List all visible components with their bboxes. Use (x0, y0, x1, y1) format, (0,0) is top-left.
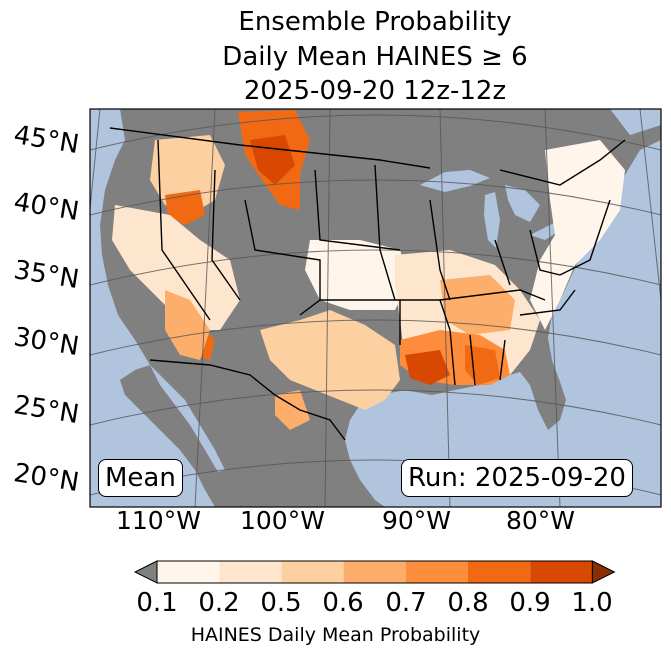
lon-line-80 (544, 109, 561, 507)
colorbar-segment-0 (157, 561, 220, 583)
colorbar-tick-4: 0.7 (385, 588, 427, 618)
border-plains-2 (374, 164, 396, 301)
hudson-bay-inlet (610, 109, 661, 135)
lon-label-100: 100°W (240, 506, 325, 535)
border-west-1 (157, 139, 211, 321)
colorbar-under-arrow (133, 560, 158, 584)
map-frame (89, 108, 662, 508)
title-line-1: Ensemble Probability (238, 7, 512, 37)
colorbar-tick-1: 0.2 (198, 588, 240, 618)
gulf-of-california (150, 365, 225, 472)
colorbar-tick-7: 1.0 (571, 588, 613, 618)
lake-huron (505, 185, 540, 222)
colorbar-segment-1 (219, 561, 282, 583)
title-line-3: 2025-09-20 12z-12z (243, 76, 507, 106)
colorbar (133, 560, 616, 584)
border-mexico (149, 359, 346, 441)
run-label-box: Run: 2025-09-20 (401, 459, 633, 497)
title-line-2: Daily Mean HAINES ≥ 6 (222, 42, 528, 72)
lat-line-35 (90, 249, 661, 286)
border-south-1 (400, 299, 456, 386)
colorbar-tick-3: 0.6 (322, 588, 364, 618)
colorbar-segment-6 (530, 561, 593, 583)
border-west-2 (211, 169, 241, 301)
colorbar-segment-5 (468, 561, 531, 583)
border-east-2 (494, 229, 561, 286)
lat-line-25 (90, 389, 661, 426)
lon-line-90 (439, 109, 451, 507)
state-borders (109, 127, 626, 441)
border-east-3 (559, 199, 611, 276)
lon-label-110: 110°W (116, 506, 201, 535)
prob-region-idaho (165, 190, 205, 225)
lon-label-80: 80°W (506, 506, 576, 535)
colorbar-tick-6: 0.9 (509, 588, 551, 618)
lake-superior (420, 170, 490, 192)
colorbar-tick-2: 0.5 (260, 588, 302, 618)
colorbar-label: HAINES Daily Mean Probability (190, 624, 481, 646)
stat-label-box: Mean (98, 459, 183, 497)
lat-line-30 (90, 319, 661, 356)
lon-line-120 (90, 109, 101, 214)
colorbar-segment-4 (405, 561, 468, 583)
colorbar-frame (156, 560, 593, 584)
colorbar-over-arrow (591, 560, 616, 584)
lon-line-70 (639, 109, 661, 301)
lake-michigan (484, 192, 500, 248)
lat-line-45 (90, 114, 661, 151)
lon-label-90: 90°W (382, 506, 452, 535)
border-east-1 (429, 199, 451, 301)
prob-region-southwest (165, 290, 210, 360)
border-east-4 (519, 289, 576, 316)
lon-line-110 (194, 109, 216, 507)
colorbar-segment-3 (343, 561, 406, 583)
colorbar-segment-2 (281, 561, 344, 583)
colorbar-tick-5: 0.8 (447, 588, 489, 618)
prob-region-mississippi-core (405, 350, 450, 385)
prob-region-tennessee (440, 275, 515, 335)
prob-region-northeast (530, 140, 625, 330)
border-canada (109, 127, 626, 186)
lon-line-100 (324, 109, 331, 507)
colorbar-tick-0: 0.1 (136, 588, 178, 618)
border-west-3 (244, 199, 321, 316)
border-south-3 (469, 334, 506, 386)
prob-region-plains (305, 240, 410, 310)
border-plains-1 (314, 169, 401, 251)
prob-region-texas (260, 310, 400, 410)
border-south-2 (439, 289, 546, 301)
